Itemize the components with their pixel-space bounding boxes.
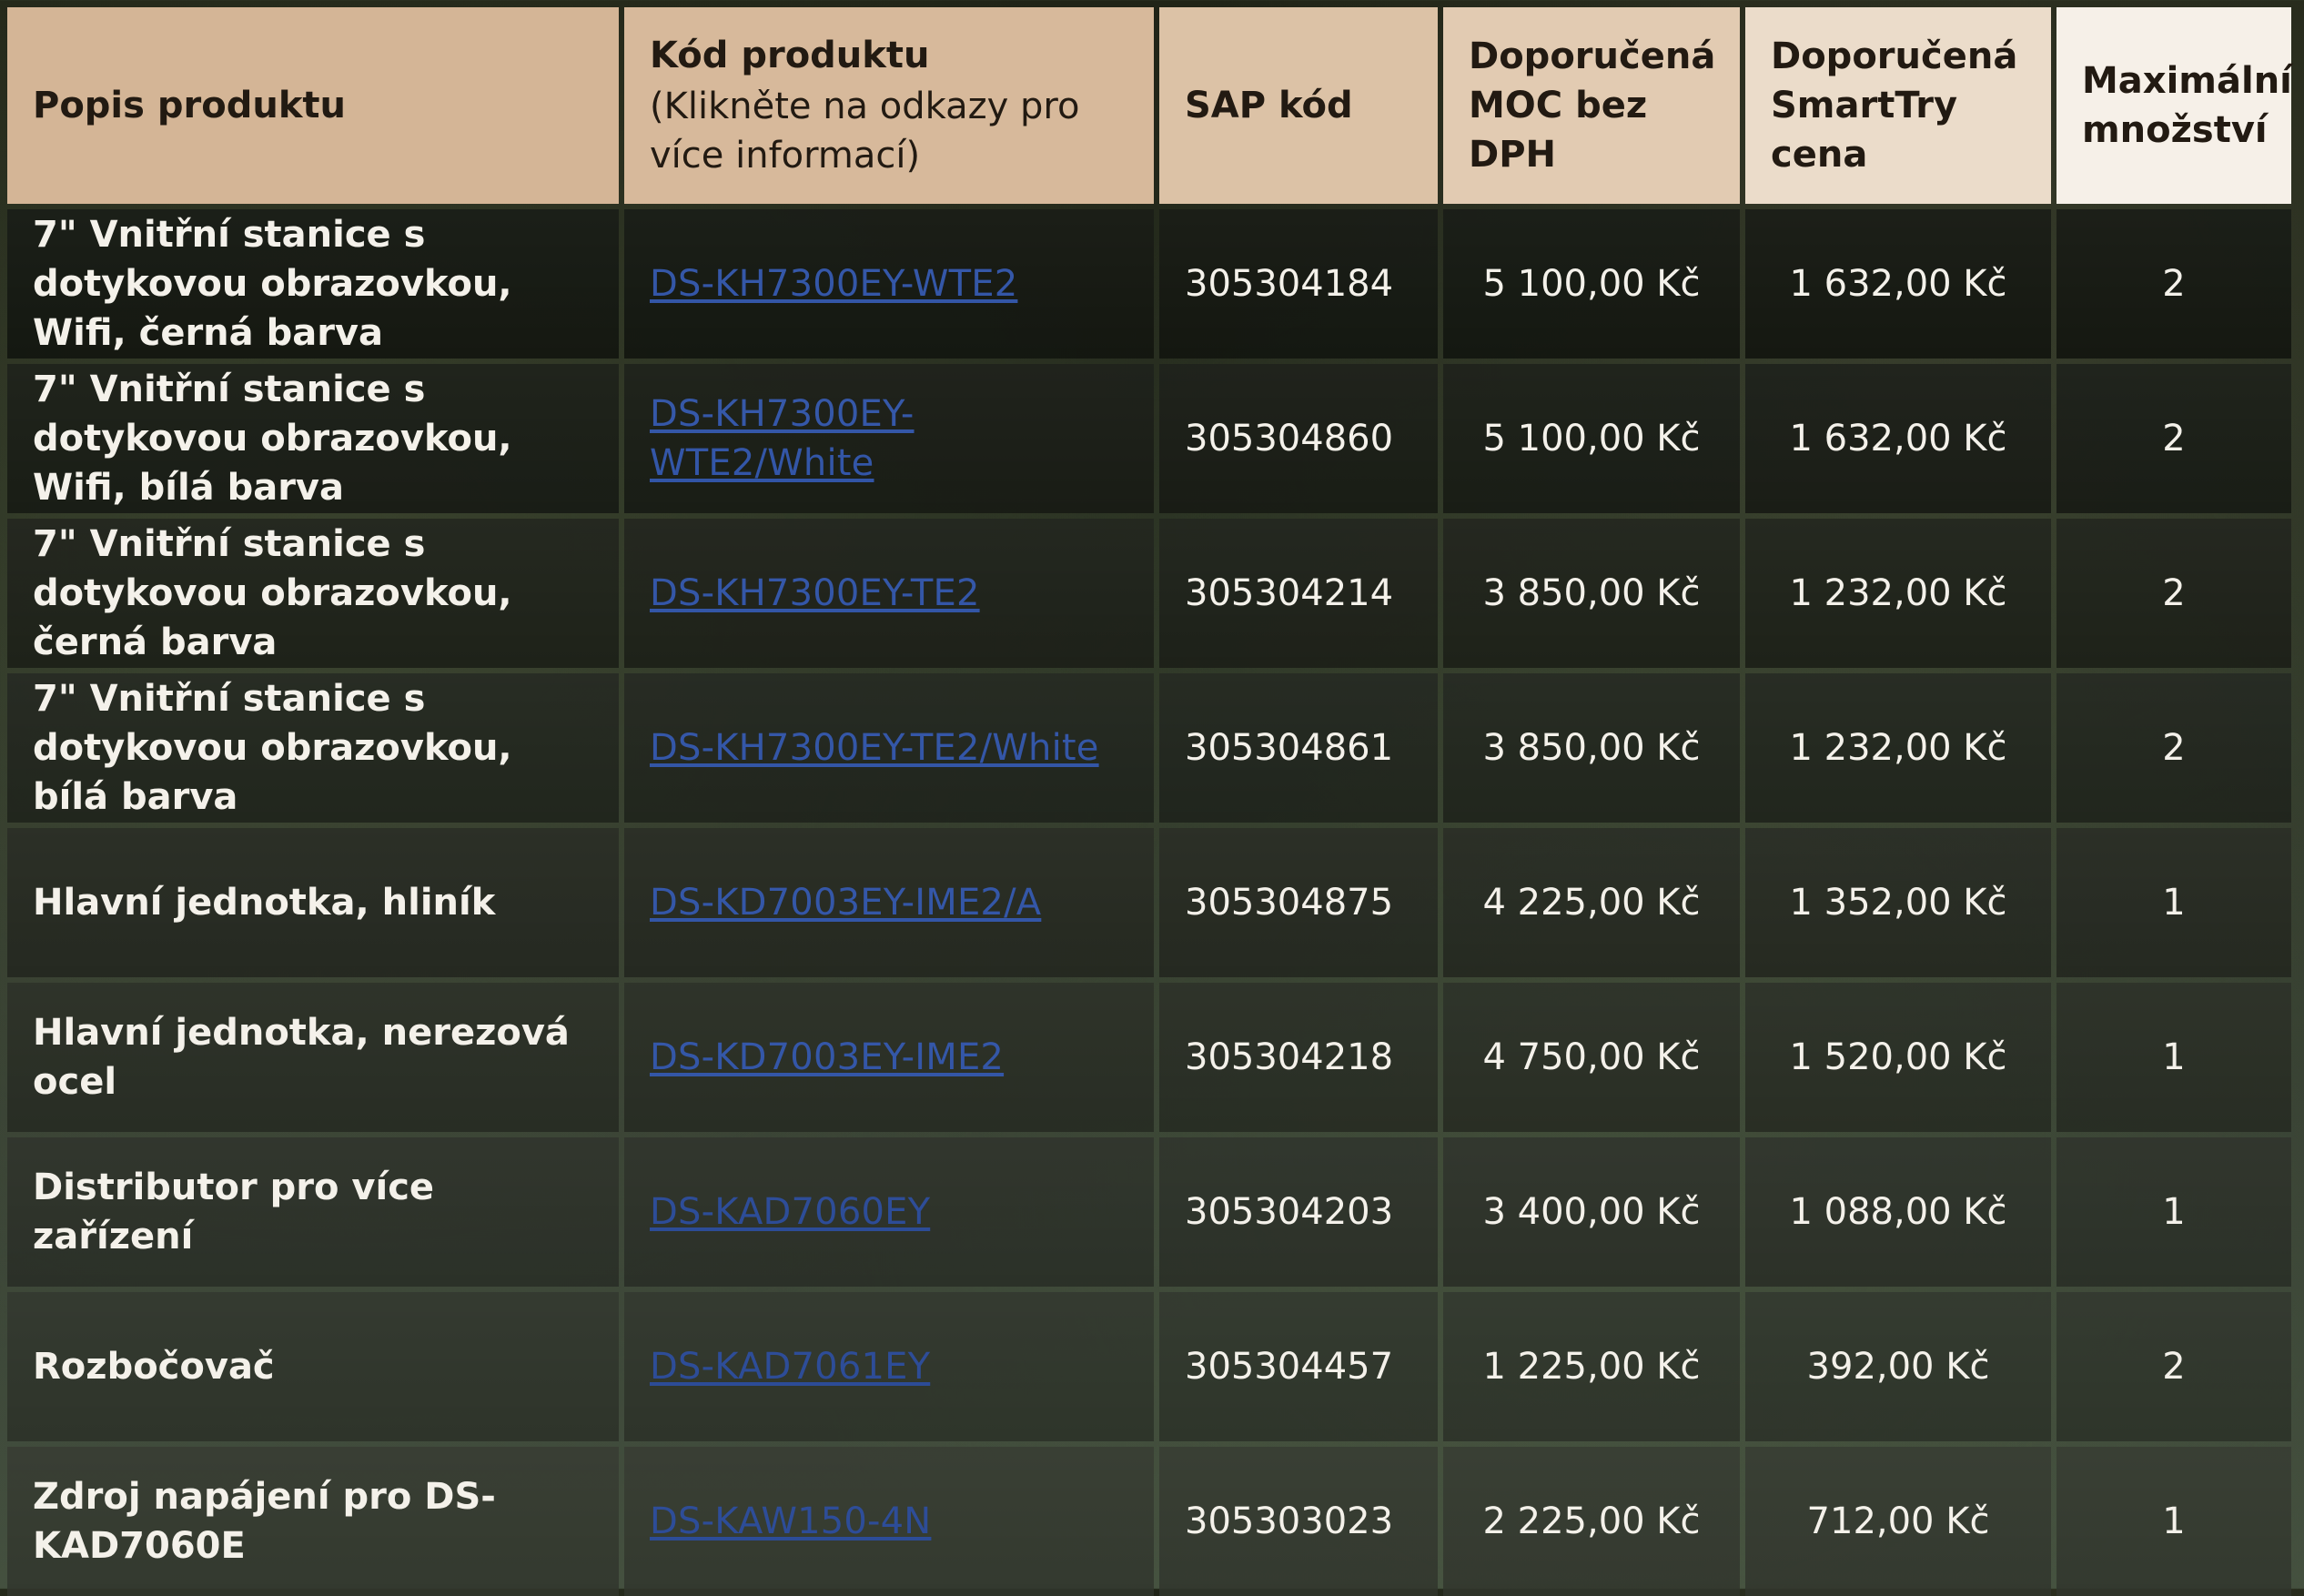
row-6-sap-code: 305304218: [1159, 983, 1438, 1132]
header-smarttry-price: Doporučená SmartTry cena: [1745, 7, 2051, 204]
row-5-smarttry-price: 1 352,00 Kč: [1745, 828, 2051, 977]
row-8-description: Rozbočovač: [7, 1292, 619, 1441]
row-8-max-qty: 2: [2056, 1292, 2291, 1441]
row-2-smarttry-price: 1 632,00 Kč: [1745, 364, 2051, 513]
row-8-sap-code: 305304457: [1159, 1292, 1438, 1441]
row-9-description: Zdroj napájení pro DS-KAD7060E: [7, 1447, 619, 1596]
row-4-product-link[interactable]: DS-KH7300EY-TE2/White: [650, 727, 1099, 769]
row-3-sap-code: 305304214: [1159, 519, 1438, 668]
row-2-product-code-cell: DS-KH7300EY-WTE2/White: [624, 364, 1154, 513]
row-6-product-code-cell: DS-KD7003EY-IME2: [624, 983, 1154, 1132]
row-2-product-link[interactable]: DS-KH7300EY-WTE2/White: [650, 393, 915, 484]
row-8-smarttry-price: 392,00 Kč: [1745, 1292, 2051, 1441]
row-1-smarttry-price: 1 632,00 Kč: [1745, 209, 2051, 359]
row-8-moc: 1 225,00 Kč: [1443, 1292, 1740, 1441]
header-max-qty-label: Maximální množství: [2082, 60, 2292, 151]
row-5-sap-code: 305304875: [1159, 828, 1438, 977]
header-description: Popis produktu: [7, 7, 619, 204]
header-moc-label: Doporučená MOC bez DPH: [1469, 35, 1716, 176]
row-7-max-qty: 1: [2056, 1137, 2291, 1287]
row-1-product-code-cell: DS-KH7300EY-WTE2: [624, 209, 1154, 359]
row-4-sap-code: 305304861: [1159, 673, 1438, 823]
row-9-max-qty: 1: [2056, 1447, 2291, 1596]
row-4-description: 7" Vnitřní stanice s dotykovou obrazovko…: [7, 673, 619, 823]
row-1-max-qty: 2: [2056, 209, 2291, 359]
row-2-moc: 5 100,00 Kč: [1443, 364, 1740, 513]
row-8-product-code-cell: DS-KAD7061EY: [624, 1292, 1154, 1441]
header-sap-code-label: SAP kód: [1185, 85, 1353, 126]
header-product-code-note: (Klikněte na odkazy pro více informací): [650, 86, 1080, 177]
product-table: Popis produktu Kód produktu (Klikněte na…: [7, 7, 2292, 1596]
row-1-product-link[interactable]: DS-KH7300EY-WTE2: [650, 263, 1018, 305]
row-3-description: 7" Vnitřní stanice s dotykovou obrazovko…: [7, 519, 619, 668]
row-4-moc: 3 850,00 Kč: [1443, 673, 1740, 823]
row-7-sap-code: 305304203: [1159, 1137, 1438, 1287]
row-6-description: Hlavní jednotka, nerezová ocel: [7, 983, 619, 1132]
row-2-description: 7" Vnitřní stanice s dotykovou obrazovko…: [7, 364, 619, 513]
row-6-moc: 4 750,00 Kč: [1443, 983, 1740, 1132]
row-6-smarttry-price: 1 520,00 Kč: [1745, 983, 2051, 1132]
row-1-sap-code: 305304184: [1159, 209, 1438, 359]
header-max-qty: Maximální množství: [2056, 7, 2292, 204]
row-5-max-qty: 1: [2056, 828, 2291, 977]
row-3-moc: 3 850,00 Kč: [1443, 519, 1740, 668]
header-product-code-label: Kód produktu: [650, 35, 930, 76]
row-4-smarttry-price: 1 232,00 Kč: [1745, 673, 2051, 823]
row-7-smarttry-price: 1 088,00 Kč: [1745, 1137, 2051, 1287]
row-7-description: Distributor pro více zařízení: [7, 1137, 619, 1287]
row-4-product-code-cell: DS-KH7300EY-TE2/White: [624, 673, 1154, 823]
row-6-product-link[interactable]: DS-KD7003EY-IME2: [650, 1036, 1005, 1078]
header-moc: Doporučená MOC bez DPH: [1443, 7, 1740, 204]
row-5-moc: 4 225,00 Kč: [1443, 828, 1740, 977]
row-7-product-code-cell: DS-KAD7060EY: [624, 1137, 1154, 1287]
row-3-max-qty: 2: [2056, 519, 2291, 668]
header-product-code: Kód produktu (Klikněte na odkazy pro víc…: [624, 7, 1154, 204]
row-2-sap-code: 305304860: [1159, 364, 1438, 513]
row-3-product-link[interactable]: DS-KH7300EY-TE2: [650, 572, 980, 614]
row-9-product-link[interactable]: DS-KAW150-4N: [650, 1500, 932, 1542]
row-8-product-link[interactable]: DS-KAD7061EY: [650, 1346, 931, 1388]
row-1-moc: 5 100,00 Kč: [1443, 209, 1740, 359]
row-7-product-link[interactable]: DS-KAD7060EY: [650, 1191, 931, 1233]
row-9-moc: 2 225,00 Kč: [1443, 1447, 1740, 1596]
row-6-max-qty: 1: [2056, 983, 2291, 1132]
header-sap-code: SAP kód: [1159, 7, 1438, 204]
header-description-label: Popis produktu: [33, 85, 347, 126]
row-4-max-qty: 2: [2056, 673, 2291, 823]
row-9-smarttry-price: 712,00 Kč: [1745, 1447, 2051, 1596]
row-5-product-code-cell: DS-KD7003EY-IME2/A: [624, 828, 1154, 977]
row-1-description: 7" Vnitřní stanice s dotykovou obrazovko…: [7, 209, 619, 359]
row-2-max-qty: 2: [2056, 364, 2291, 513]
row-5-product-link[interactable]: DS-KD7003EY-IME2/A: [650, 882, 1042, 924]
row-5-description: Hlavní jednotka, hliník: [7, 828, 619, 977]
row-3-product-code-cell: DS-KH7300EY-TE2: [624, 519, 1154, 668]
row-9-sap-code: 305303023: [1159, 1447, 1438, 1596]
row-9-product-code-cell: DS-KAW150-4N: [624, 1447, 1154, 1596]
header-smarttry-price-label: Doporučená SmartTry cena: [1771, 35, 2018, 176]
row-3-smarttry-price: 1 232,00 Kč: [1745, 519, 2051, 668]
row-7-moc: 3 400,00 Kč: [1443, 1137, 1740, 1287]
